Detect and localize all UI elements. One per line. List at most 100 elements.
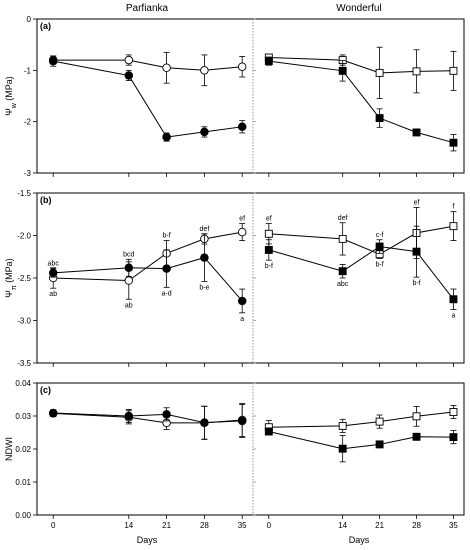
data-point [412, 412, 421, 421]
panel-label: (b) [40, 195, 52, 205]
significance-label: c-f [376, 232, 384, 239]
series-line [53, 412, 243, 424]
cultivar-title-parfianka: Parfianka [126, 3, 169, 14]
y-tick-label: -1 [24, 66, 32, 75]
x-tick-label: 14 [124, 521, 133, 530]
y-axis-title: NDWI [4, 437, 14, 461]
data-point [412, 67, 421, 76]
data-point [162, 132, 171, 142]
y-axis-subscript: w [11, 102, 18, 109]
data-point [264, 57, 273, 66]
data-point [375, 114, 384, 123]
panel-frame [36, 192, 465, 364]
x-tick-label: 21 [162, 521, 171, 530]
significance-label: abc [337, 281, 349, 288]
x-axis-title-parfianka: Days [137, 535, 158, 545]
significance-label: b-f [412, 280, 420, 287]
x-tick-label: 14 [338, 521, 347, 530]
x-tick-label: 28 [200, 521, 209, 530]
series-line [268, 431, 454, 450]
significance-label: ef [266, 216, 272, 223]
x-tick-label: 35 [238, 521, 247, 530]
y-axis-title: Ψw (MPa) [4, 76, 18, 116]
data-point [338, 267, 347, 276]
panel-frame [36, 382, 465, 516]
y-tick-label: 0 [27, 15, 32, 24]
data-point [200, 66, 209, 75]
data-point [375, 440, 384, 449]
y-axis-title: Ψπ (MPa) [4, 258, 18, 297]
data-point [124, 71, 134, 80]
y-axis-unit: (MPa) [4, 258, 14, 285]
data-point [412, 247, 421, 256]
significance-label: b-f [376, 261, 384, 268]
axes [33, 18, 454, 519]
series-line [268, 411, 454, 428]
significance-label: bcd [123, 251, 134, 258]
data-point [124, 276, 134, 285]
data-point [412, 432, 421, 441]
data-point [338, 66, 347, 75]
series-line [53, 60, 243, 138]
series-line [268, 246, 454, 300]
x-tick-label: 35 [449, 521, 458, 530]
y-axis-symbol: Ψ [4, 108, 14, 116]
y-tick-label: 0.01 [15, 478, 31, 487]
significance-label: a-d [162, 290, 172, 297]
data-point [449, 433, 458, 442]
series-line [53, 59, 243, 71]
x-tick-label: 28 [412, 521, 421, 530]
data-point [200, 253, 209, 262]
data-point [449, 66, 458, 75]
y-tick-label: 0.02 [15, 445, 31, 454]
significance-label: def [338, 215, 348, 222]
y-tick-label: -3 [24, 169, 32, 178]
data-point [412, 128, 421, 137]
data-point [338, 421, 347, 430]
y-axis-symbol: Ψ [4, 290, 14, 298]
data-point [264, 245, 273, 254]
data-point [48, 56, 58, 66]
y-axis-subscript: π [11, 285, 18, 290]
data-point [237, 296, 247, 306]
data-point [124, 411, 134, 421]
significance-label: ab [125, 302, 133, 309]
y-tick-label: -3.5 [17, 359, 31, 368]
y-tick-label: -2 [24, 118, 32, 127]
significance-label: f [452, 204, 454, 211]
y-tick-label: 0.03 [15, 412, 31, 421]
data-point [237, 227, 247, 237]
y-tick-label: -1.5 [17, 189, 31, 198]
y-tick-label: -2.0 [17, 232, 31, 241]
series-line [268, 60, 454, 144]
y-tick-label: -2.5 [17, 274, 31, 283]
y-axis-symbol: NDWI [4, 437, 14, 461]
x-tick-label: 0 [267, 521, 272, 530]
y-tick-label: 0.04 [15, 379, 31, 388]
data-point [264, 229, 273, 238]
y-tick-label: -3.0 [17, 317, 31, 326]
data-point [449, 138, 458, 147]
significance-label: b-e [199, 284, 209, 291]
y-tick-label: 0.00 [15, 511, 31, 520]
data-point [375, 417, 384, 426]
y-axis-unit: (MPa) [4, 76, 14, 103]
data-point [124, 55, 134, 65]
data-point [48, 268, 58, 278]
series-line [53, 231, 243, 282]
data-point [237, 122, 247, 132]
data-point [200, 127, 209, 137]
x-axis-title-wonderful: Days [349, 535, 370, 545]
data-marks [48, 46, 458, 463]
data-point [338, 444, 347, 453]
significance-label: ab [49, 291, 57, 298]
data-point [375, 68, 384, 77]
data-point [162, 264, 171, 273]
data-point [375, 242, 384, 251]
data-point [48, 408, 58, 418]
data-point [449, 408, 458, 416]
significance-label: b-f [163, 233, 171, 240]
data-point [237, 62, 247, 71]
significance-label: def [200, 226, 210, 233]
